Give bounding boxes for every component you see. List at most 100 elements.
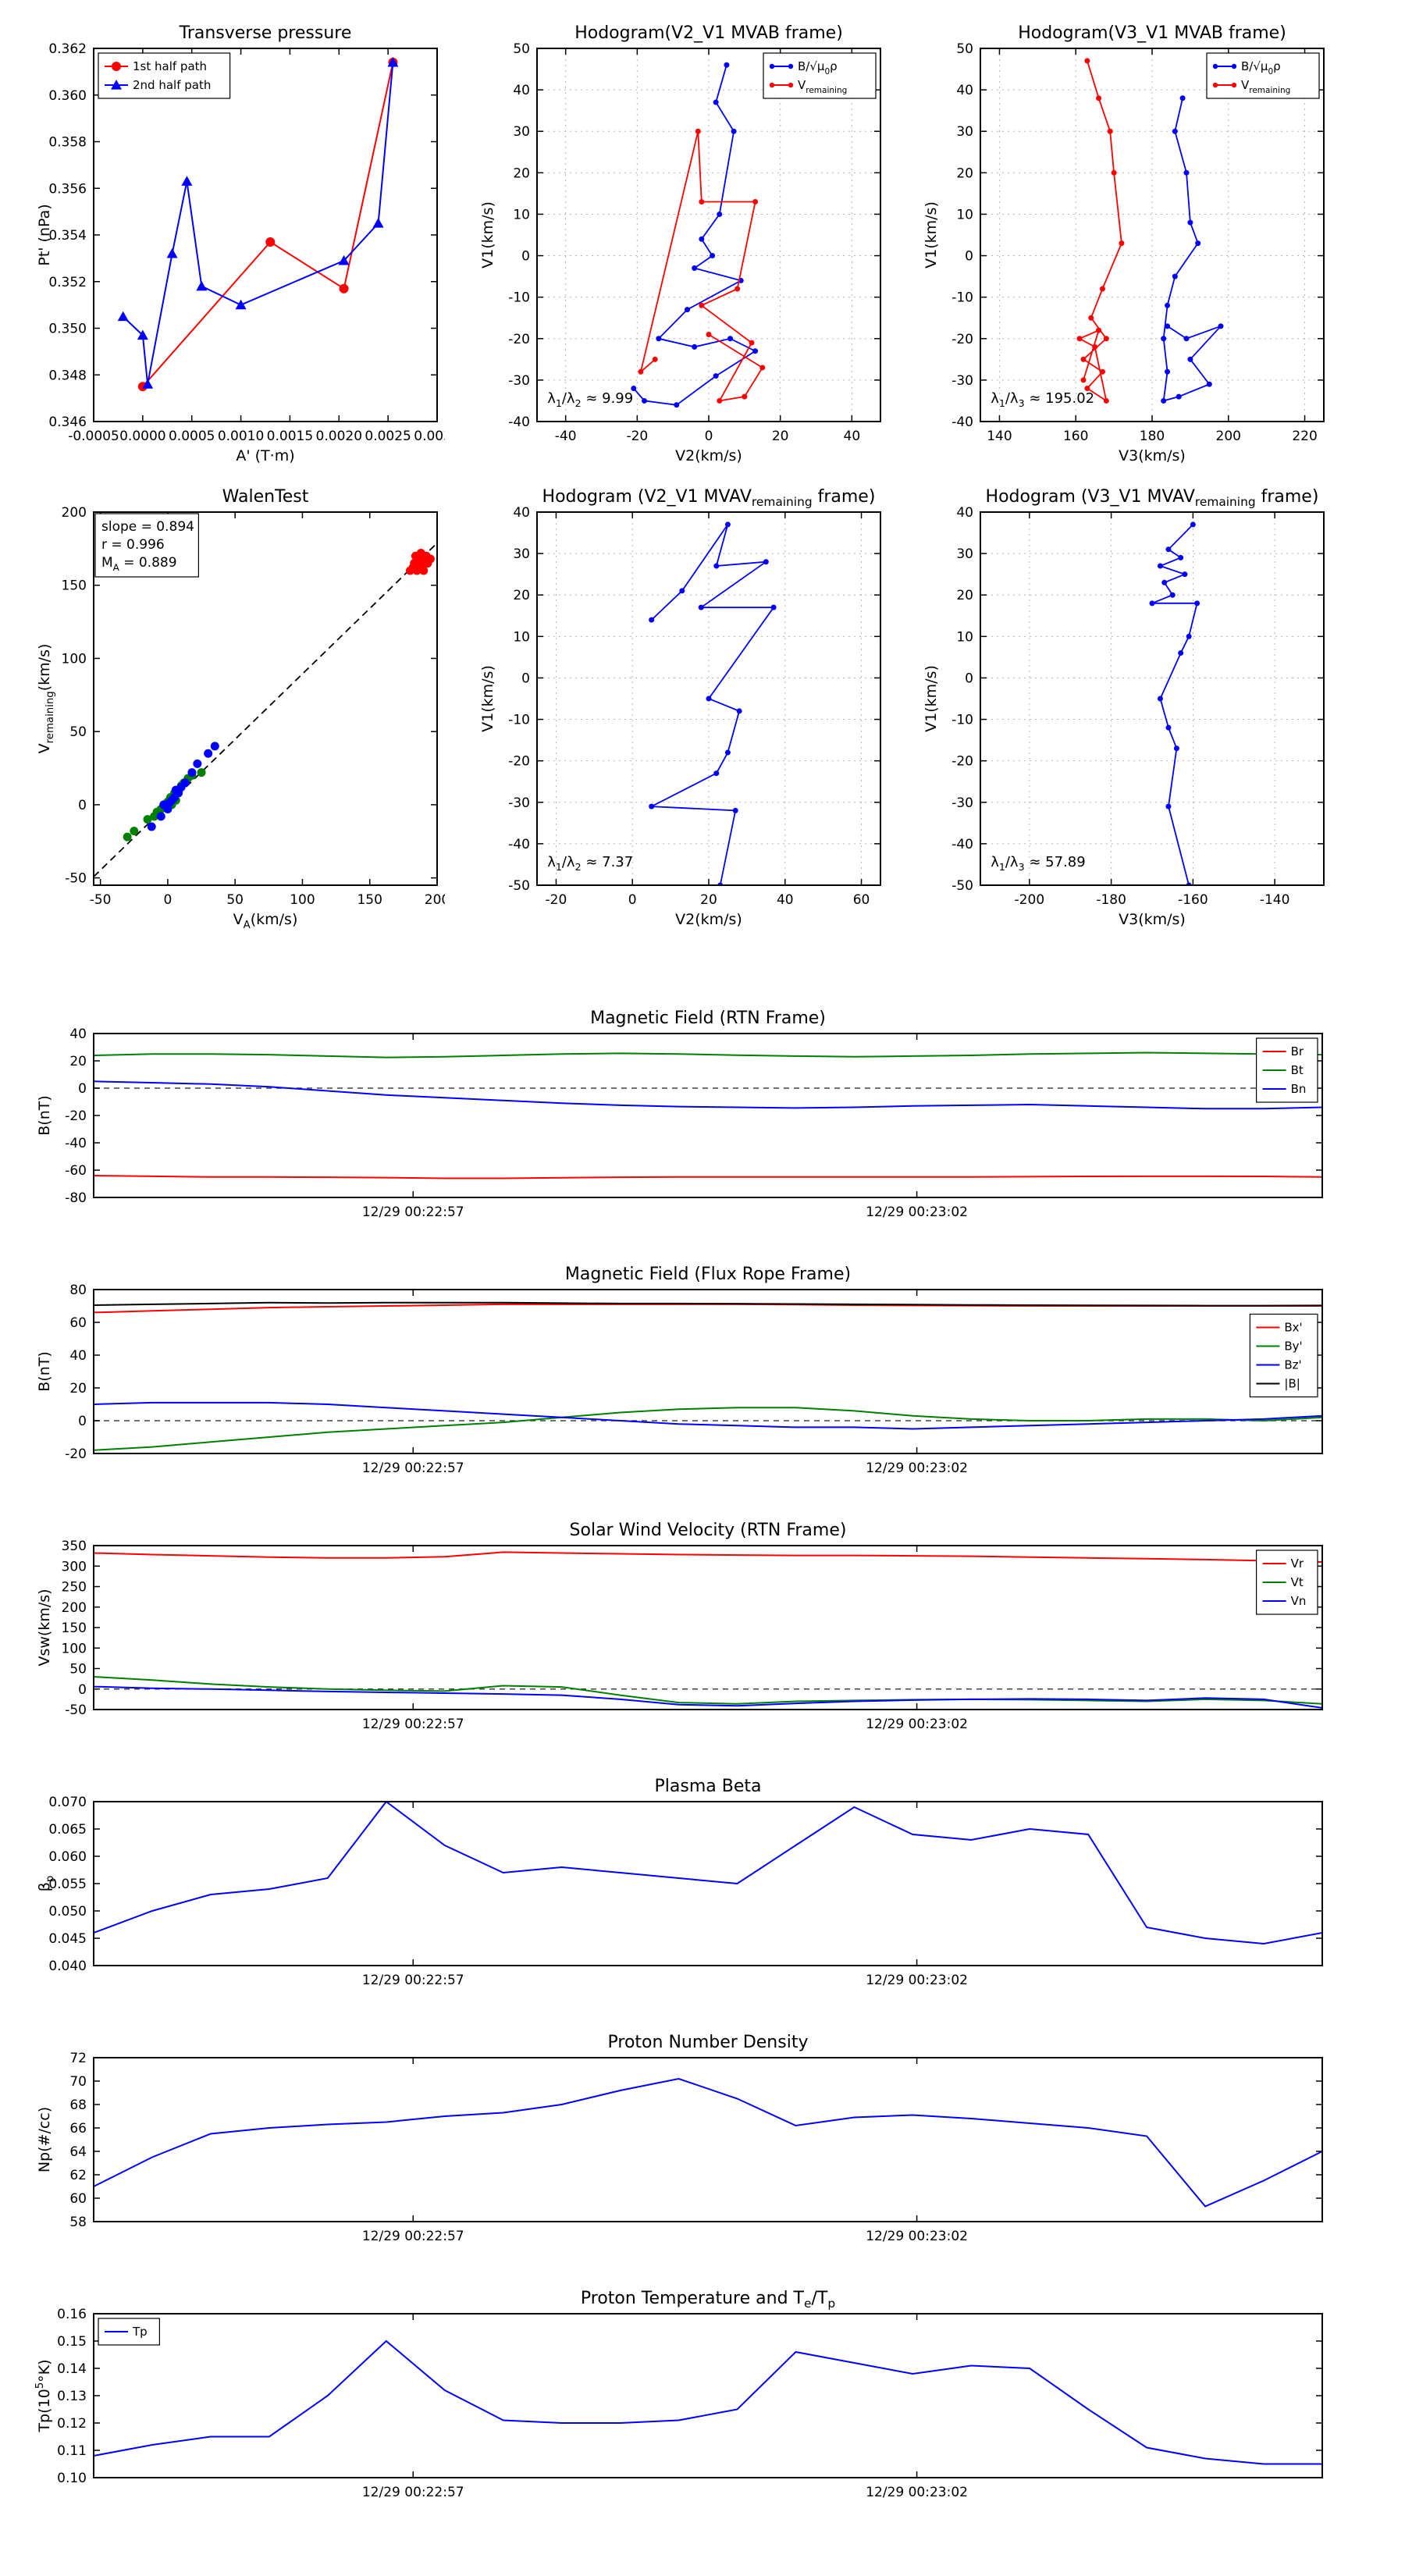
svg-text:-50: -50 xyxy=(65,871,87,887)
svg-text:0.040: 0.040 xyxy=(48,1959,87,1974)
svg-text:30: 30 xyxy=(513,546,530,562)
tick-marks xyxy=(94,1545,1322,1710)
svg-text:0.360: 0.360 xyxy=(48,88,87,104)
chart-title: Magnetic Field (RTN Frame) xyxy=(590,1009,826,1028)
y-axis-label: V1(km/s) xyxy=(479,665,496,732)
svg-text:0: 0 xyxy=(163,892,172,908)
svg-text:-20: -20 xyxy=(546,892,567,908)
svg-text:0: 0 xyxy=(965,671,973,686)
chart-title: WalenTest xyxy=(222,487,309,507)
svg-text:100: 100 xyxy=(290,892,315,908)
y-axis-label: V1(km/s) xyxy=(479,201,496,269)
chart-svg-hodogram_v3v1_mvab: 140 160 180 200 220 -40 -30 -20 -10 0 10 20 30 40 50 Ho… xyxy=(923,23,1325,464)
y-tick-labels: -50 -40 -30 -20 -10 0 10 20 30 40 xyxy=(951,505,973,894)
x-tick-labels: -50 0 50 100 150 200 xyxy=(90,892,445,908)
tick-marks xyxy=(93,48,438,422)
svg-text:20: 20 xyxy=(700,892,717,908)
grid-lines xyxy=(980,511,1324,886)
svg-text:-40: -40 xyxy=(951,837,973,852)
svg-text:200: 200 xyxy=(62,505,87,521)
svg-text:0.11: 0.11 xyxy=(57,2443,87,2459)
chart-solar-wind-velocity: 12/29 00:22:57 12/29 00:23:02 -50 0 50 100 150… xyxy=(35,1514,1330,1733)
svg-text:20: 20 xyxy=(956,165,973,181)
svg-text:12/29 00:22:57: 12/29 00:22:57 xyxy=(362,1204,464,1220)
chart-magnetic-field-fluxrope: 12/29 00:22:57 12/29 00:23:02 -20 0 20 40 60 80… xyxy=(35,1258,1330,1477)
svg-text:Vn: Vn xyxy=(1291,1594,1307,1608)
svg-text:0.16: 0.16 xyxy=(57,2307,87,2322)
svg-text:150: 150 xyxy=(62,1621,87,1636)
svg-text:0.0025: 0.0025 xyxy=(365,429,411,444)
svg-text:0.050: 0.050 xyxy=(48,1904,87,1920)
svg-text:Bn: Bn xyxy=(1291,1082,1307,1096)
chart-magnetic-field-rtn: 12/29 00:22:57 12/29 00:23:02 -80 -60 -40 -20… xyxy=(35,1002,1330,1221)
svg-text:12/29 00:23:02: 12/29 00:23:02 xyxy=(866,1717,968,1732)
x-tick-labels: 12/29 00:22:57 12/29 00:23:02 xyxy=(362,1717,968,1732)
svg-text:0.354: 0.354 xyxy=(48,228,87,244)
legend: Br Bt Bn xyxy=(1255,1037,1318,1103)
svg-text:10: 10 xyxy=(513,629,530,645)
svg-text:10: 10 xyxy=(956,629,973,645)
svg-text:12/29 00:22:57: 12/29 00:22:57 xyxy=(362,1973,464,1988)
svg-text:0.0030: 0.0030 xyxy=(414,429,445,444)
chart-title: Plasma Beta xyxy=(655,1777,762,1796)
svg-text:r = 0.996: r = 0.996 xyxy=(101,537,165,553)
svg-text:Vremaining: Vremaining xyxy=(798,78,847,95)
legend: 1st half path 2nd half path xyxy=(98,52,231,99)
axes-box xyxy=(93,1801,1323,1966)
svg-text:300: 300 xyxy=(62,1559,87,1574)
chart-hodogram-v2v1-mvav: -20 0 20 40 60 -50 -40 -30 -20 -10 0 10 20 30 40 Hodogr… xyxy=(478,481,888,930)
chart-hodogram-v2v1-mvab: -40 -20 0 20 40 -40 -30 -20 -10 0 10 20 30 40 50 Hodogr… xyxy=(478,17,888,467)
legend: Bx' By' Bz' |B| xyxy=(1249,1313,1318,1398)
svg-text:72: 72 xyxy=(69,2051,87,2066)
svg-text:0: 0 xyxy=(628,892,637,908)
axes-box xyxy=(93,511,438,886)
svg-text:12/29 00:22:57: 12/29 00:22:57 xyxy=(362,1461,464,1476)
svg-text:40: 40 xyxy=(844,429,861,444)
svg-text:50: 50 xyxy=(956,41,973,57)
grid-lines xyxy=(537,48,880,422)
series-B/√μ0ρ xyxy=(1161,95,1224,404)
svg-text:-180: -180 xyxy=(1096,892,1126,908)
legend: Vr Vt Vn xyxy=(1255,1550,1318,1615)
svg-text:0: 0 xyxy=(78,798,87,813)
svg-text:40: 40 xyxy=(513,83,530,98)
svg-text:10: 10 xyxy=(956,207,973,222)
svg-text:2nd half path: 2nd half path xyxy=(133,78,211,92)
y-tick-labels: 58 60 62 64 66 68 70 72 xyxy=(69,2051,87,2230)
y-tick-labels: -80 -60 -40 -20 0 20 40 xyxy=(65,1026,87,1206)
chart-title: Proton Number Density xyxy=(608,2033,809,2052)
series-line0 xyxy=(1149,521,1200,885)
y-tick-labels: 0.346 0.348 0.350 0.352 0.354 0.356 0.358 0.360… xyxy=(48,41,87,430)
chart-proton-density: 12/29 00:22:57 12/29 00:23:02 58 60 62 64 66 68… xyxy=(35,2026,1330,2245)
x-tick-labels: -200 -180 -160 -140 xyxy=(1015,892,1290,908)
y-axis-label: Pt' (nPa) xyxy=(36,204,53,265)
svg-text:60: 60 xyxy=(69,1315,87,1331)
y-axis-label: Tp(105°K) xyxy=(35,2359,53,2432)
svg-text:-20: -20 xyxy=(65,1108,87,1124)
svg-text:50: 50 xyxy=(513,41,530,57)
y-tick-labels: -40 -30 -20 -10 0 10 20 30 40 50 xyxy=(951,41,973,430)
svg-text:0.055: 0.055 xyxy=(48,1877,87,1892)
svg-text:-20: -20 xyxy=(508,332,530,347)
series-2nd half path xyxy=(117,56,399,389)
x-tick-labels: -20 0 20 40 60 xyxy=(546,892,870,908)
svg-text:12/29 00:23:02: 12/29 00:23:02 xyxy=(866,2485,968,2500)
series-1st half path xyxy=(137,57,398,392)
chart-svg-proton_density: 12/29 00:22:57 12/29 00:23:02 58 60 62 64 66 68… xyxy=(36,2033,1323,2244)
chart-svg-transverse_pressure: -0.0005 0.0000 0.0005 0.0010 0.0015 0.0020 0.0… xyxy=(36,23,445,464)
svg-text:20: 20 xyxy=(513,165,530,181)
svg-text:100: 100 xyxy=(62,651,87,667)
svg-text:0.0020: 0.0020 xyxy=(316,429,362,444)
svg-text:40: 40 xyxy=(956,505,973,521)
svg-text:-30: -30 xyxy=(951,795,973,811)
chart-title: Transverse pressure xyxy=(179,23,352,43)
chart-transverse-pressure: -0.0005 0.0000 0.0005 0.0010 0.0015 0.0020 0.0… xyxy=(35,17,445,467)
svg-text:-30: -30 xyxy=(508,795,530,811)
svg-text:Bt: Bt xyxy=(1291,1063,1304,1077)
y-axis-label: B(nT) xyxy=(36,1095,53,1136)
svg-text:0: 0 xyxy=(78,1682,87,1698)
svg-text:12/29 00:22:57: 12/29 00:22:57 xyxy=(362,2229,464,2244)
axes-box xyxy=(93,2313,1323,2478)
svg-text:58: 58 xyxy=(69,2215,87,2230)
